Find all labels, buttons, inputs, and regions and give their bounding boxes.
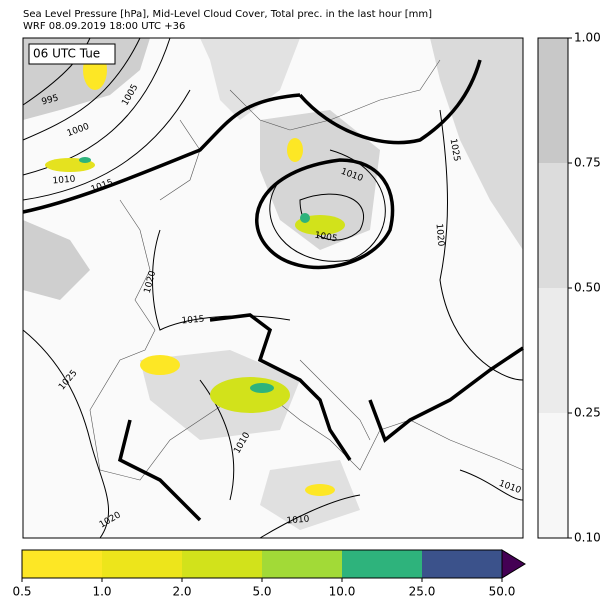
colorbar-tick-label: 0.50 [574,281,601,295]
colorbar-tick-label: 0.10 [574,531,601,545]
colorbar-tick-label: 0.5 [12,585,31,599]
colorbar-segment [22,550,102,578]
colorbar-segment [262,550,342,578]
contour-label: 1025 [448,138,462,162]
colorbar-segment [538,413,568,538]
contour-label: 1010 [286,514,310,526]
time-box [28,43,116,65]
map-frame [22,37,524,539]
thick-isobars [22,59,524,522]
contour-label: 1020 [434,223,446,247]
colorbar-segment [342,550,422,578]
title: Sea Level Pressure [hPa], Mid-Level Clou… [23,9,432,20]
isobars [22,37,524,539]
colorbar-segment [538,288,568,413]
colorbar-tick-label: 0.75 [574,156,601,170]
time-label: 06 UTC Tue [33,47,100,61]
contour-label: 1010 [52,174,76,186]
colorbar-tick-label: 50.0 [489,585,516,599]
colorbar-segment [182,550,262,578]
colorbar-tick-label: 5.0 [252,585,271,599]
colorbar-tick-label: 0.25 [574,406,601,420]
colorbar-tick-label: 10.0 [329,585,356,599]
map-background [23,38,523,538]
precip-colorbar: 0.5 1.0 2.0 5.0 10.0 25.0 50.0 [12,549,526,599]
contour-label: 995 [41,93,60,107]
colorbar-segment [102,550,182,578]
colorbar-tick-label: 1.00 [574,31,601,45]
contour-label: 1005 [314,231,338,245]
colorbar-extend [501,549,526,579]
contour-label: 1015 [181,315,205,327]
colorbar-segment [538,38,568,163]
colorbar-segment [538,163,568,288]
colorbar-tick-label: 2.0 [172,585,191,599]
precipitation [45,50,345,496]
colorbar-tick-label: 1.0 [92,585,111,599]
colorbar-segment [422,550,502,578]
cloud-colorbar: 0.10 0.25 0.50 0.75 1.00 [537,31,601,545]
colorbar-tick-label: 25.0 [409,585,436,599]
subtitle: WRF 08.09.2019 18:00 UTC +36 [23,21,185,32]
